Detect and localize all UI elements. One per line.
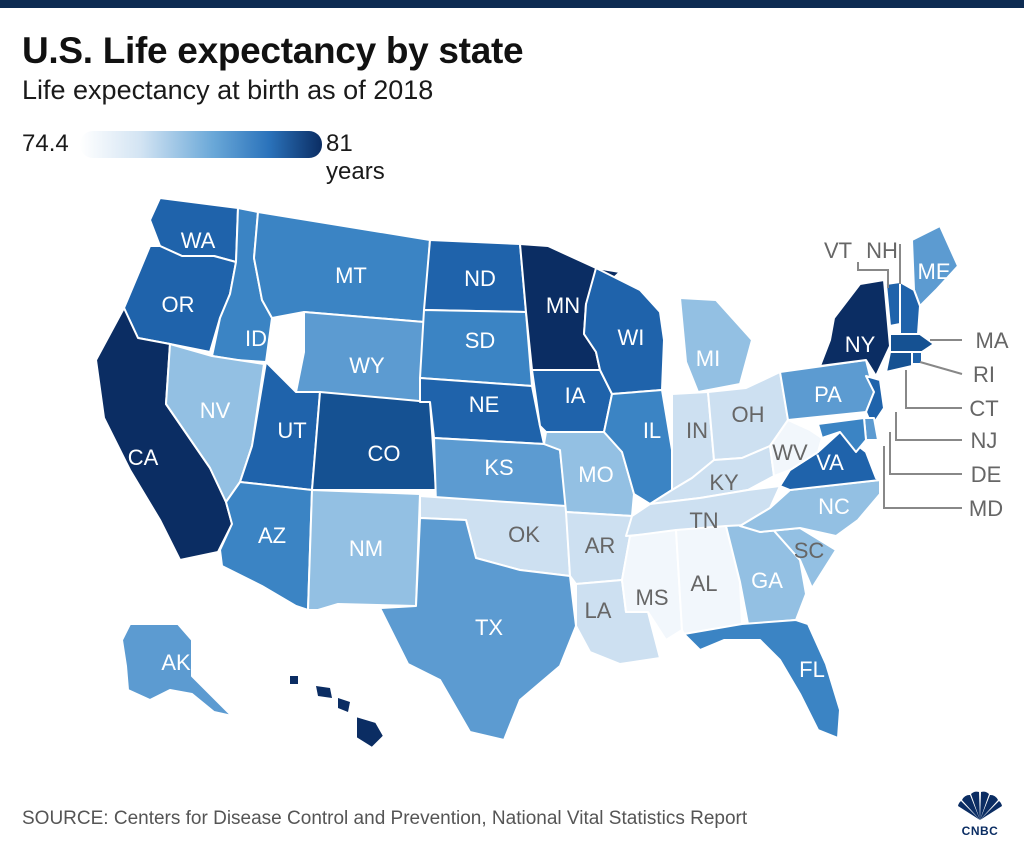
- callout-label-nh: NH: [866, 238, 898, 263]
- state-label-nm: NM: [349, 536, 383, 561]
- state-label-sc: SC: [794, 538, 825, 563]
- state-label-co: CO: [368, 441, 401, 466]
- state-label-tn: TN: [689, 508, 718, 533]
- cnbc-logo-text: CNBC: [961, 824, 999, 838]
- state-ct: [885, 351, 913, 373]
- state-hi: [355, 715, 385, 749]
- callout-line-vt: [857, 262, 889, 288]
- state-ny: [819, 279, 891, 377]
- state-label-ia: IA: [565, 383, 586, 408]
- state-hi-island: [316, 686, 332, 698]
- state-label-ny: NY: [845, 332, 876, 357]
- legend-max-label: 81 years: [326, 130, 385, 185]
- callout-line-md: [883, 446, 962, 509]
- state-label-wi: WI: [618, 325, 645, 350]
- callout-line-ri: [919, 361, 963, 375]
- callout-label-vt: VT: [824, 238, 852, 263]
- state-label-nc: NC: [818, 494, 850, 519]
- state-label-mo: MO: [578, 462, 613, 487]
- state-shapes: [95, 197, 959, 749]
- legend-min-label: 74.4: [22, 130, 69, 157]
- state-mi: [679, 297, 753, 393]
- state-label-fl: FL: [799, 657, 825, 682]
- chart-subtitle: Life expectancy at birth as of 2018: [22, 75, 434, 105]
- state-label-ak: AK: [161, 650, 191, 675]
- callout-lines: [857, 244, 963, 509]
- state-label-or: OR: [162, 292, 195, 317]
- state-label-ar: AR: [585, 533, 616, 558]
- state-label-ky: KY: [709, 470, 739, 495]
- state-label-la: LA: [585, 598, 612, 623]
- callout-line-nj: [895, 412, 962, 441]
- state-label-il: IL: [643, 418, 661, 443]
- state-label-me: ME: [918, 259, 951, 284]
- state-fl: [683, 619, 841, 739]
- state-labels: WA OR CA ID NV MT WY UT AZ CO NM ND SD NE KS OK TX MN IA MO…: [128, 228, 1009, 682]
- state-label-ca: CA: [128, 445, 159, 470]
- state-label-ne: NE: [469, 392, 500, 417]
- callout-label-ri: RI: [973, 362, 995, 387]
- callout-label-de: DE: [971, 462, 1002, 487]
- state-label-sd: SD: [465, 328, 496, 353]
- state-ak: [121, 623, 233, 717]
- top-bar: [0, 0, 1024, 8]
- legend-gradient-bar: [80, 131, 322, 158]
- chart-title: U.S. Life expectancy by state: [22, 30, 524, 71]
- state-md: [817, 417, 867, 453]
- state-label-ks: KS: [484, 455, 513, 480]
- callout-label-nj: NJ: [971, 428, 998, 453]
- state-label-nd: ND: [464, 266, 496, 291]
- state-hi-island: [338, 698, 350, 712]
- state-label-oh: OH: [732, 402, 765, 427]
- callout-label-ma: MA: [976, 328, 1009, 353]
- state-label-mi: MI: [696, 346, 720, 371]
- callout-label-md: MD: [969, 496, 1003, 521]
- state-label-ok: OK: [508, 522, 540, 547]
- state-tx: [379, 517, 577, 741]
- state-ma: [889, 333, 935, 353]
- callout-line-de: [889, 432, 962, 475]
- state-label-az: AZ: [258, 523, 286, 548]
- cnbc-peacock-icon: [958, 791, 1002, 820]
- state-label-mn: MN: [546, 293, 580, 318]
- state-label-ms: MS: [636, 585, 669, 610]
- state-label-wv: WV: [772, 440, 808, 465]
- state-label-nv: NV: [200, 398, 231, 423]
- callout-label-ct: CT: [969, 396, 998, 421]
- state-label-ut: UT: [277, 418, 306, 443]
- state-label-ga: GA: [751, 568, 783, 593]
- state-label-va: VA: [816, 450, 844, 475]
- callout-line-ct: [905, 370, 962, 409]
- state-label-in: IN: [686, 418, 708, 443]
- state-label-wa: WA: [181, 228, 216, 253]
- state-label-wy: WY: [349, 353, 385, 378]
- state-label-mt: MT: [335, 263, 367, 288]
- state-wv: [769, 419, 823, 477]
- state-label-tx: TX: [475, 615, 503, 640]
- state-label-pa: PA: [814, 382, 842, 407]
- state-nh: [899, 281, 921, 335]
- state-hi-island: [290, 676, 298, 684]
- source-note: SOURCE: Centers for Disease Control and …: [22, 808, 748, 829]
- state-nm: [307, 489, 421, 611]
- state-label-al: AL: [691, 571, 718, 596]
- state-label-id: ID: [245, 326, 267, 351]
